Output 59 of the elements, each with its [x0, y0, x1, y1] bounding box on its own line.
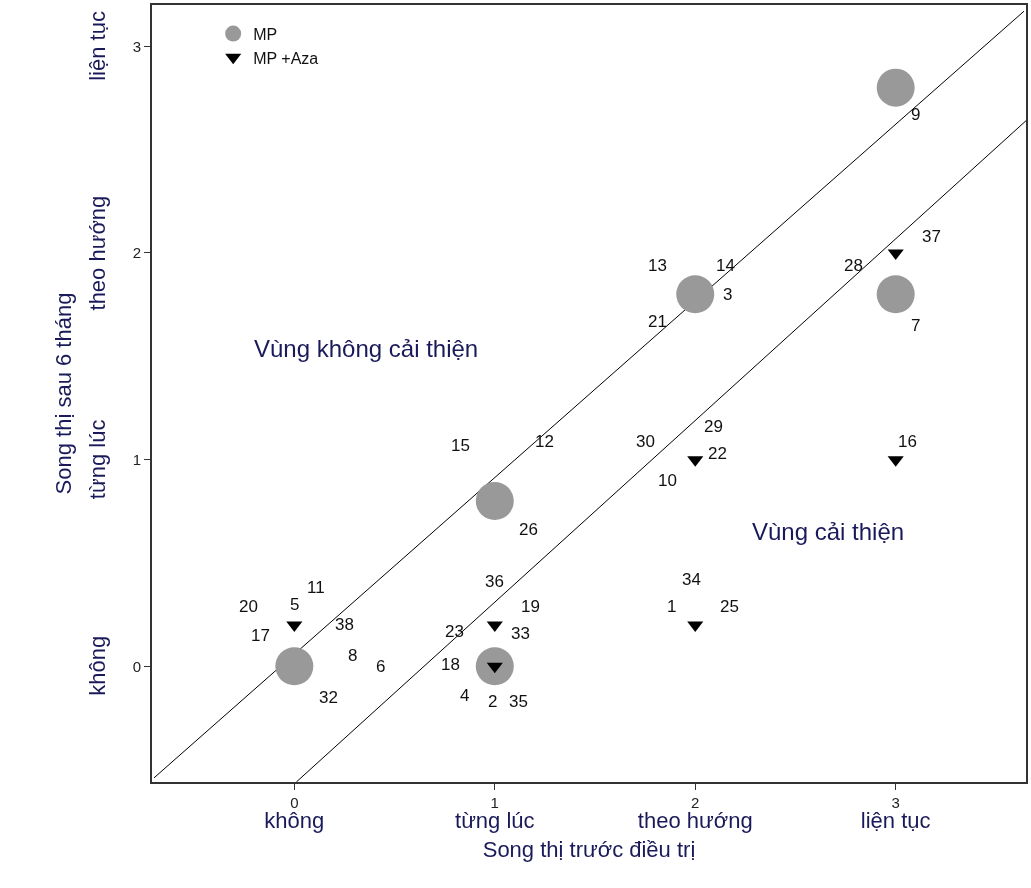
annotation: 2 — [488, 692, 498, 711]
annotation: 18 — [441, 655, 460, 674]
annotation: 38 — [335, 615, 354, 634]
annotation: 4 — [460, 686, 470, 705]
y-tick-label: 0 — [132, 657, 141, 675]
y-tick-label: 1 — [132, 450, 141, 468]
legend-label: MP +Aza — [253, 49, 319, 67]
annotation: 26 — [519, 520, 538, 539]
annotation: Vùng không cải thiện — [254, 335, 479, 362]
annotation: 30 — [636, 432, 655, 451]
y-axis-title: Song thị sau 6 tháng — [50, 292, 76, 495]
annotation: 37 — [922, 227, 941, 246]
annotation: 15 — [451, 436, 470, 455]
annotation: 6 — [376, 657, 386, 676]
point — [876, 68, 915, 107]
annotation: 36 — [485, 572, 504, 591]
point — [475, 647, 514, 686]
annotation: 17 — [251, 626, 270, 645]
annotation: 3 — [723, 285, 733, 304]
annotation: 21 — [648, 312, 667, 331]
annotation: 35 — [509, 692, 528, 711]
annotation: 23 — [445, 622, 464, 641]
annotation: 34 — [682, 570, 701, 589]
annotation: Vùng cải thiện — [752, 518, 905, 545]
annotation: 20 — [239, 597, 258, 616]
annotation: 33 — [511, 624, 530, 643]
annotation: 12 — [535, 432, 554, 451]
legend-label: MP — [253, 25, 278, 43]
annotation: 8 — [348, 646, 358, 665]
text: từng lúc — [84, 419, 110, 500]
annotation: 16 — [898, 432, 917, 451]
text: không — [85, 635, 111, 696]
annotation: 10 — [658, 471, 677, 490]
annotation: 29 — [704, 417, 723, 436]
point — [275, 647, 314, 686]
annotation: 9 — [911, 105, 921, 124]
x-tick-label: 0 không — [264, 794, 325, 833]
annotation: 14 — [716, 256, 735, 275]
y-tick-label: 3 — [132, 37, 141, 55]
point — [676, 275, 715, 314]
x-axis-title: Song thị trước điều trị — [482, 836, 696, 862]
annotation: 1 — [667, 597, 677, 616]
text: liện tục — [85, 11, 111, 81]
y-tick-label: 2 — [132, 244, 141, 262]
x-tick-label: 1 từng lúc — [455, 794, 535, 833]
x-tick-label: 2 theo hướng — [637, 794, 753, 833]
annotation: 25 — [720, 597, 739, 616]
annotation: 32 — [319, 688, 338, 707]
annotation: 28 — [844, 256, 863, 275]
annotation: 5 — [290, 595, 300, 614]
point — [876, 275, 915, 314]
point — [475, 481, 514, 520]
text: theo hướng — [84, 195, 110, 311]
annotation: 11 — [307, 578, 325, 597]
annotation: 7 — [911, 316, 921, 335]
annotation: 13 — [648, 256, 667, 275]
annotation: 19 — [521, 597, 540, 616]
x-tick-label: 3 liện tục — [860, 794, 931, 833]
annotation: 22 — [708, 444, 727, 463]
